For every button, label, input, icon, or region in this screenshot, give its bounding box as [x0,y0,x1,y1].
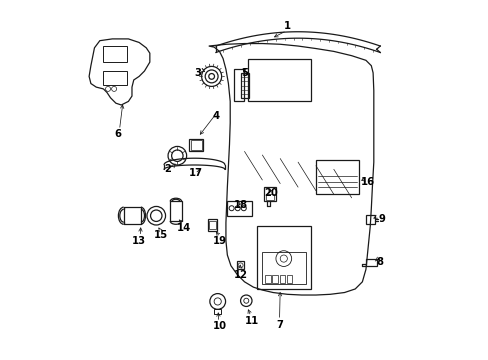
Text: 6: 6 [114,129,121,139]
Bar [365,258,377,266]
Text: 5: 5 [241,68,247,78]
Bar [365,215,374,224]
Bar [279,275,285,283]
Bar [272,275,277,283]
Text: 20: 20 [264,188,278,198]
Bar [214,309,221,314]
Bar [103,71,126,85]
Bar [315,160,358,194]
Bar [264,275,270,283]
Bar [247,59,310,102]
Bar [190,140,202,150]
Bar [257,226,310,289]
Bar [236,261,244,269]
Bar [226,201,251,216]
Text: 7: 7 [276,320,283,330]
Bar [265,194,274,200]
Text: 17: 17 [189,168,203,178]
Text: 18: 18 [233,200,247,210]
Text: 1: 1 [283,21,290,31]
Text: 19: 19 [212,236,226,246]
Bar [261,252,305,284]
Text: 13: 13 [132,236,146,246]
Text: 10: 10 [212,321,226,332]
Bar [241,73,248,98]
Bar [233,69,244,102]
Text: 12: 12 [233,270,247,280]
Text: 14: 14 [176,223,190,233]
Text: 11: 11 [244,316,258,326]
Bar [170,202,181,221]
Text: 15: 15 [153,230,167,240]
Text: 4: 4 [212,111,219,121]
Text: 3: 3 [194,68,201,78]
Bar [103,46,126,62]
Bar [264,187,275,202]
Text: 8: 8 [376,257,383,267]
Bar [207,219,217,231]
Text: 16: 16 [360,177,374,187]
Bar [123,207,141,224]
Text: 2: 2 [164,164,171,174]
Text: 9: 9 [378,214,385,224]
Bar [189,139,203,152]
Bar [286,275,291,283]
Bar [209,221,216,229]
